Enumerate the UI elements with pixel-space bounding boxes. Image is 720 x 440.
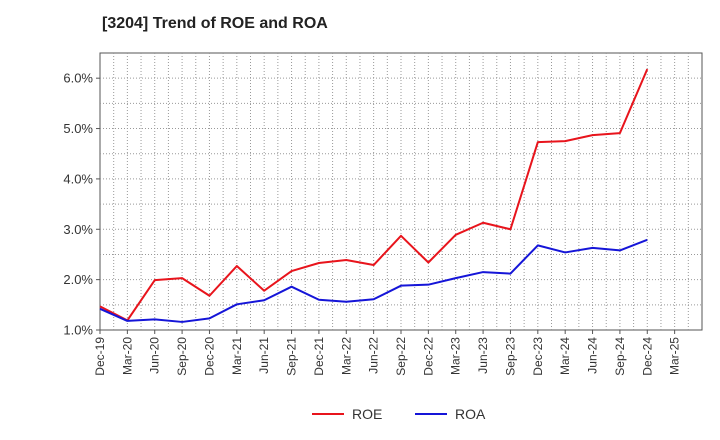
x-tick-label: Mar-20 [120, 337, 134, 375]
legend: ROE ROA [312, 406, 486, 422]
x-tick-label: Sep-22 [394, 337, 408, 376]
y-tick-label: 1.0% [63, 323, 93, 338]
grid-lines [100, 53, 702, 330]
series-lines [99, 68, 649, 323]
x-tick-label: Mar-24 [558, 337, 572, 375]
x-tick-label: Jun-24 [586, 337, 600, 374]
x-tick-label: Dec-20 [202, 337, 216, 376]
x-tick-label: Sep-23 [503, 337, 517, 376]
x-tick-label: Sep-21 [285, 337, 299, 376]
legend-label-roe: ROE [352, 406, 382, 422]
x-tick-label: Mar-23 [449, 337, 463, 375]
y-tick-label: 5.0% [63, 121, 93, 136]
x-tick-label: Sep-20 [175, 337, 189, 376]
series-line-roe [99, 68, 649, 322]
x-tick-label: Dec-22 [421, 337, 435, 376]
x-tick-label: Dec-23 [531, 337, 545, 376]
x-axis-ticks: Dec-19 Mar-20 Jun-20 Sep-20 Dec-20 Mar-21 Jun-… [93, 330, 682, 376]
y-axis-ticks: 1.0% 2.0% 3.0% 4.0% 5.0% 6.0% [63, 71, 100, 338]
x-tick-label: Mar-25 [668, 337, 682, 375]
legend-label-roa: ROA [455, 406, 486, 422]
y-tick-label: 3.0% [63, 222, 93, 237]
y-tick-label: 6.0% [63, 71, 93, 86]
x-tick-label: Dec-19 [93, 337, 107, 376]
x-tick-label: Jun-23 [476, 337, 490, 374]
x-tick-label: Sep-24 [613, 337, 627, 376]
chart-title: [3204] Trend of ROE and ROA [102, 15, 328, 32]
y-tick-label: 2.0% [63, 272, 93, 287]
x-tick-label: Jun-21 [257, 337, 271, 374]
x-tick-label: Mar-21 [230, 337, 244, 375]
x-tick-label: Mar-22 [339, 337, 353, 375]
x-tick-label: Jun-22 [367, 337, 381, 374]
x-tick-label: Jun-20 [148, 337, 162, 374]
y-tick-label: 4.0% [63, 171, 93, 186]
series-line-roa [99, 238, 648, 323]
x-tick-label: Dec-24 [640, 337, 654, 376]
x-tick-label: Dec-21 [312, 337, 326, 376]
